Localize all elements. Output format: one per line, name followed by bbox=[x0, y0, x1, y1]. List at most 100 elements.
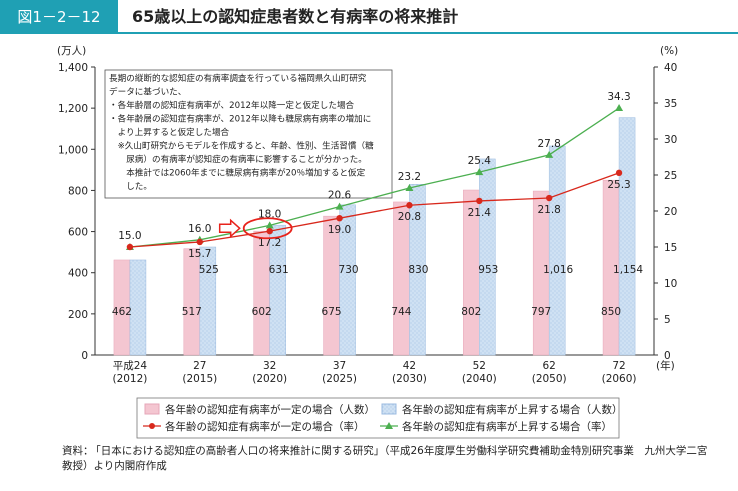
line-rising-value-label: 34.3 bbox=[607, 91, 630, 103]
y-left-tick-label: 600 bbox=[68, 227, 88, 239]
line-rising-point bbox=[405, 183, 414, 191]
x-tick-label-line: (2012) bbox=[112, 373, 147, 385]
line-start-value-label: 15.0 bbox=[118, 230, 141, 242]
highlight-ellipse bbox=[242, 217, 293, 240]
bar-constant-value-label: 850 bbox=[601, 306, 621, 318]
y-right-tick-label: 10 bbox=[664, 278, 677, 290]
bar-constant-value-label: 602 bbox=[252, 306, 272, 318]
x-tick-label: 37 (2025) bbox=[322, 360, 357, 385]
line-rising-point bbox=[475, 168, 484, 176]
y-right-tick-label: 5 bbox=[664, 314, 671, 326]
line-constant-point bbox=[476, 197, 483, 205]
x-tick-label-line: 32 bbox=[263, 360, 276, 372]
line-constant-value-label: 19.0 bbox=[328, 224, 351, 236]
legend-frame bbox=[136, 397, 620, 439]
x-tick-label-line: 72 bbox=[612, 360, 625, 372]
chart-axes: 0 200 400 600 800 1,000 1,200 1,400 (万人) 0 5 10 15 20… bbox=[57, 45, 678, 385]
y-left-tick-label: 0 bbox=[81, 350, 88, 362]
y-right-tick-label: 15 bbox=[664, 242, 677, 254]
x-tick-label-line: (2020) bbox=[252, 373, 287, 385]
x-tick-label-line: 52 bbox=[473, 360, 486, 372]
y-left-tick-label: 400 bbox=[68, 268, 88, 280]
legend-label-bar-rising: 各年齢の認知症有病率が上昇する場合（人数） bbox=[402, 403, 623, 416]
y-right-tick-label: 40 bbox=[664, 62, 677, 74]
line-rising-line bbox=[129, 107, 620, 248]
figure-title: 65歳以上の認知症患者数と有病率の将来推計 bbox=[132, 7, 459, 26]
bar-constant bbox=[323, 215, 340, 356]
line-rising-value-label: 18.0 bbox=[258, 208, 281, 220]
legend-marker-rising bbox=[385, 422, 393, 429]
bar-constant-value-label: 517 bbox=[182, 306, 202, 318]
y-right-tick-label: 20 bbox=[664, 206, 677, 218]
source-text: 「日本における認知症の高齢者人口の将来推計に関する研究」（平成26年度厚生労働科… bbox=[62, 445, 708, 472]
x-tick-label: 52 (2040) bbox=[462, 360, 497, 385]
bar-constant-value-label: 462 bbox=[112, 306, 132, 318]
figure-header: 図1－2－12 65歳以上の認知症患者数と有病率の将来推計 bbox=[0, 0, 738, 34]
y-right-tick-label: 25 bbox=[664, 170, 677, 182]
bar-rising-value-label: 1,016 bbox=[543, 264, 573, 276]
line-constant-point bbox=[406, 202, 413, 209]
line-constant-value-label: 20.8 bbox=[398, 211, 421, 223]
bar-rising bbox=[199, 246, 217, 356]
legend-label-bar-constant: 各年齢の認知症有病率が一定の場合（人数） bbox=[165, 403, 375, 416]
bar-rising bbox=[409, 184, 426, 356]
annotation-line: ※久山町研究からモデルを作成すると、年齢、性別、生活習慣（糖 bbox=[109, 140, 374, 152]
y-left-tick-label: 800 bbox=[68, 185, 88, 197]
line-rising-value-label: 16.0 bbox=[188, 223, 211, 235]
x-tick-label-line: 37 bbox=[333, 360, 346, 372]
bar-rising bbox=[548, 145, 566, 356]
x-tick-label: 72 (2060) bbox=[602, 360, 637, 385]
annotation-line: ・各年齢層の認知症有病率が、2012年以降一定と仮定した場合 bbox=[109, 99, 355, 111]
line-rising-value-label: 25.4 bbox=[468, 155, 492, 167]
bar-rising bbox=[129, 259, 147, 356]
line-rising-value-label: 23.2 bbox=[398, 171, 421, 183]
x-tick-label: 42 (2030) bbox=[392, 360, 427, 385]
annotation-line: データに基づいた、 bbox=[109, 86, 186, 98]
line-constant-point bbox=[545, 194, 553, 202]
line-constant-point bbox=[336, 215, 343, 222]
value-labels: 462 517 602 675 744 802 797 850 525 631 730 830 953 1… bbox=[112, 91, 643, 318]
annotation-line: 本推計では2060年までに糖尿病有病率が20％増加すると仮定 bbox=[109, 167, 366, 179]
line-constant-point bbox=[126, 243, 134, 251]
bar-rising bbox=[269, 224, 286, 356]
annotation-line: より上昇すると仮定した場合 bbox=[109, 126, 230, 138]
annotation-line: 尿病）の有病率が認知症の有病率に影響することが分かった。 bbox=[109, 153, 367, 165]
line-constant-point bbox=[615, 169, 623, 177]
annotation-line: した。 bbox=[109, 181, 152, 192]
x-tick-label-line: 62 bbox=[543, 360, 556, 372]
line-constant-value-label: 15.7 bbox=[188, 248, 211, 260]
x-tick-label-line: 27 bbox=[193, 360, 206, 372]
bar-constant-value-label: 797 bbox=[531, 306, 551, 318]
y-left-tick-label: 1,400 bbox=[58, 62, 88, 74]
bar-rising bbox=[618, 117, 636, 356]
x-tick-label-line: (2040) bbox=[462, 373, 497, 385]
line-group bbox=[125, 104, 624, 251]
legend-label-line-rising: 各年齢の認知症有病率が上昇する場合（率） bbox=[402, 420, 612, 433]
legend-label-line-constant: 各年齢の認知症有病率が一定の場合（率） bbox=[165, 420, 365, 433]
bar-rising-value-label: 1,154 bbox=[613, 264, 643, 276]
bar-rising-value-label: 953 bbox=[478, 264, 498, 276]
header-rule bbox=[118, 32, 738, 34]
y-left-unit: (万人) bbox=[57, 45, 86, 57]
source-note: 資料： 「日本における認知症の高齢者人口の将来推計に関する研究」（平成26年度厚生… bbox=[62, 444, 712, 474]
y-right-unit: (%) bbox=[660, 45, 678, 57]
annotation-line: 長期の縦断的な認知症の有病率調査を行っている福岡県久山町研究 bbox=[109, 72, 367, 84]
bar-constant-value-label: 802 bbox=[461, 306, 481, 318]
x-tick-label-line: (2015) bbox=[182, 373, 217, 385]
bar-rising-value-label: 730 bbox=[339, 264, 359, 276]
figure-label: 図1－2－12 bbox=[0, 0, 118, 34]
highlight-marker bbox=[218, 217, 293, 240]
bar-rising-value-label: 631 bbox=[269, 264, 289, 276]
line-rising-point bbox=[265, 221, 274, 229]
legend: 各年齢の認知症有病率が一定の場合（人数） 各年齢の認知症有病率が上昇する場合（人数… bbox=[136, 397, 623, 439]
y-left-tick-label: 1,000 bbox=[58, 144, 88, 156]
line-constant-point bbox=[266, 227, 273, 235]
line-constant-line bbox=[129, 172, 620, 248]
highlight-arrow bbox=[218, 218, 241, 238]
x-tick-label: 平成24 (2012) bbox=[112, 360, 147, 385]
line-rising-value-label: 20.6 bbox=[328, 190, 352, 202]
line-constant-value-label: 25.3 bbox=[607, 179, 630, 191]
bar-rising-value-label: 830 bbox=[408, 264, 428, 276]
bar-constant bbox=[183, 248, 201, 356]
bar-group bbox=[113, 117, 636, 356]
